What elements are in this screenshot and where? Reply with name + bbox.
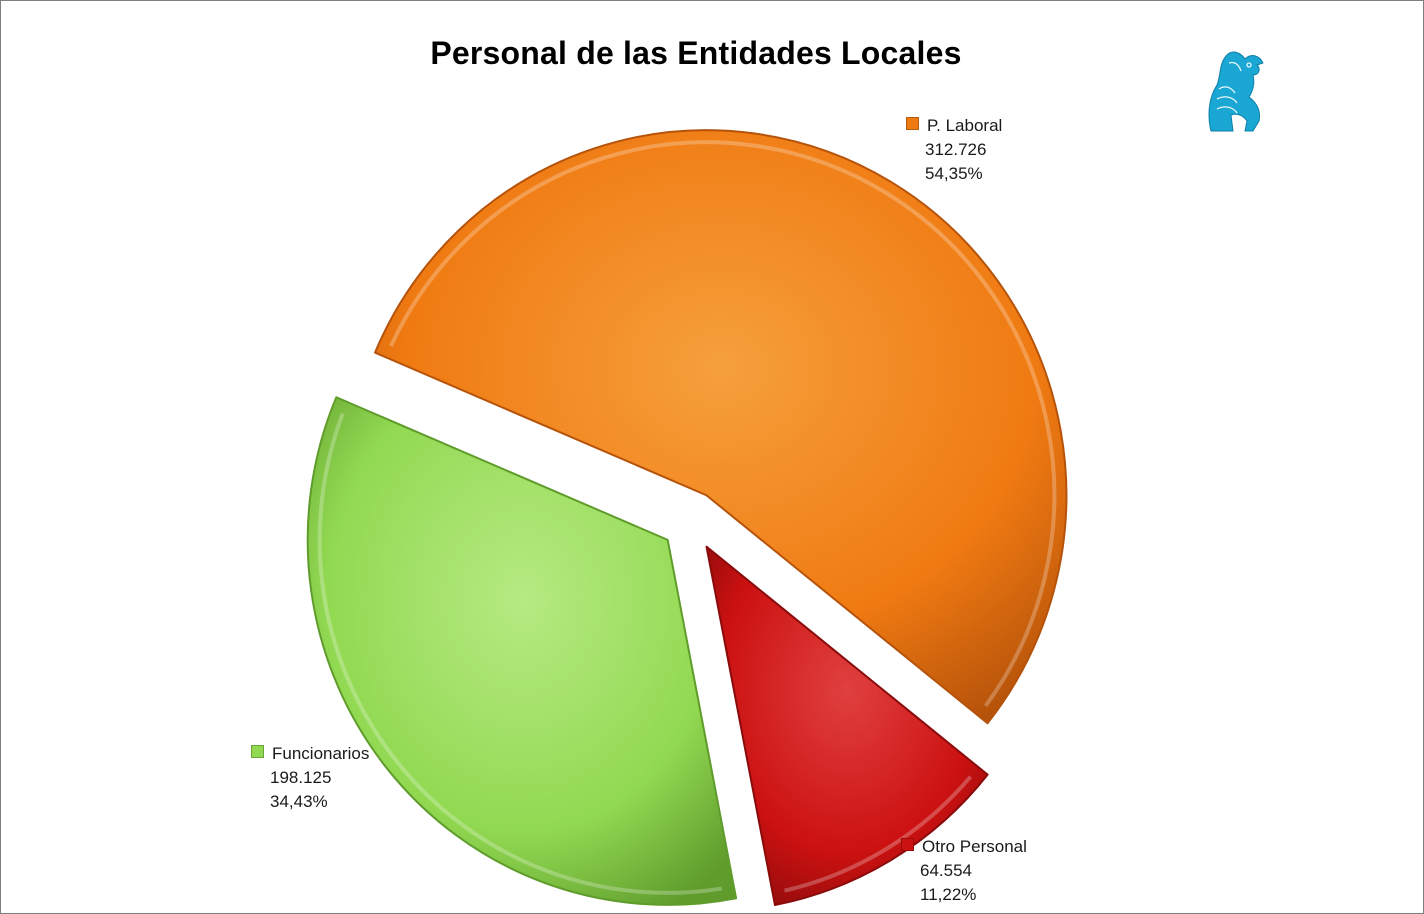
legend-swatch-funcionarios xyxy=(251,745,264,758)
data-label-name: Otro Personal xyxy=(922,837,1027,856)
data-label-percent: 34,43% xyxy=(270,792,328,811)
data-label-name: Funcionarios xyxy=(272,744,370,763)
pie-slice-highlight xyxy=(389,140,1057,708)
chart-title: Personal de las Entidades Locales xyxy=(430,35,962,71)
pie-slice-highlight xyxy=(317,412,723,895)
legend-swatch-p-laboral xyxy=(906,117,919,130)
data-label-percent: 11,22% xyxy=(920,885,977,904)
data-label-p-laboral: P. Laboral 312.726 54,35% xyxy=(906,114,1002,186)
griffin-logo-icon xyxy=(1208,51,1264,132)
data-label-funcionarios: Funcionarios 198.125 34,43% xyxy=(251,742,369,814)
pie-slice-otro-personal xyxy=(705,545,989,907)
pie-slice-funcionarios xyxy=(306,396,738,906)
data-label-value: 64.554 xyxy=(920,861,972,880)
data-label-percent: 54,35% xyxy=(925,164,983,183)
data-label-name: P. Laboral xyxy=(927,116,1003,135)
data-label-otro-personal: Otro Personal 64.554 11,22% xyxy=(901,835,1027,907)
data-label-value: 312.726 xyxy=(925,140,987,159)
legend-swatch-otro-personal xyxy=(901,838,914,851)
data-label-value: 198.125 xyxy=(270,768,332,787)
pie-slice-p-laboral xyxy=(373,129,1068,725)
pie-slice-highlight xyxy=(784,775,973,893)
